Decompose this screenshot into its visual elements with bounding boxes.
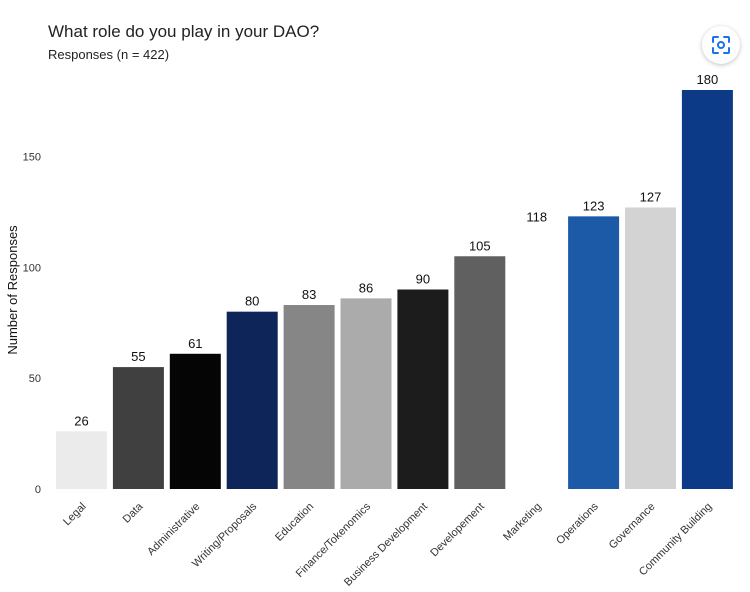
data-label: 55 xyxy=(131,349,145,364)
y-tick-label: 100 xyxy=(23,262,41,274)
x-tick-label: Operations xyxy=(554,500,601,547)
bar-marketing xyxy=(511,227,563,489)
bar-community-building xyxy=(681,90,733,489)
x-tick-label: Education xyxy=(273,501,316,544)
bar-writing-proposals xyxy=(226,311,278,489)
chart-subtitle: Responses (n = 422) xyxy=(48,47,170,62)
y-tick-label: 0 xyxy=(35,484,41,496)
category-labels: Legal Data AdministrativeWriting/Proposals… xyxy=(61,500,714,589)
bar-finance-tokenomics xyxy=(340,298,392,489)
bar-administrative xyxy=(169,353,221,489)
bars xyxy=(56,90,733,489)
y-axis-label: Number of Responses xyxy=(5,225,20,355)
x-tick-label: Data xyxy=(121,500,147,526)
bar-operations xyxy=(568,216,620,489)
lens-button[interactable] xyxy=(702,26,740,64)
bar-business-development xyxy=(397,289,449,489)
data-label: 123 xyxy=(583,198,605,213)
y-tick-label: 50 xyxy=(29,373,41,385)
x-tick-label: Developement xyxy=(428,501,487,560)
data-label: 127 xyxy=(640,189,662,204)
data-label: 83 xyxy=(302,287,316,302)
data-label: 86 xyxy=(359,280,373,295)
x-tick-label: Governance xyxy=(607,501,658,552)
x-tick-label: Legal xyxy=(61,501,89,529)
data-label: 61 xyxy=(188,336,202,351)
bar-data xyxy=(112,367,164,489)
bar-education xyxy=(283,305,335,489)
x-tick-label: Administrative xyxy=(145,501,202,558)
bar-governance xyxy=(625,207,676,489)
y-ticks: 0 50 100 150 xyxy=(23,152,41,497)
data-label: 118 xyxy=(526,209,547,224)
x-tick-label: Marketing xyxy=(501,501,544,544)
data-label: 180 xyxy=(697,72,719,87)
lens-icon xyxy=(712,36,730,54)
data-label: 26 xyxy=(74,413,88,428)
bar-legal xyxy=(56,431,107,489)
y-tick-label: 150 xyxy=(23,152,41,164)
data-label: 80 xyxy=(245,294,259,309)
value-labels: 26 55 61 80 83 86 90 105 118 123 127 180 xyxy=(74,72,718,428)
data-label: 105 xyxy=(469,238,491,253)
chart-title: What role do you play in your DAO? xyxy=(48,22,320,41)
data-label: 90 xyxy=(416,272,430,287)
bar-developement xyxy=(454,256,506,489)
